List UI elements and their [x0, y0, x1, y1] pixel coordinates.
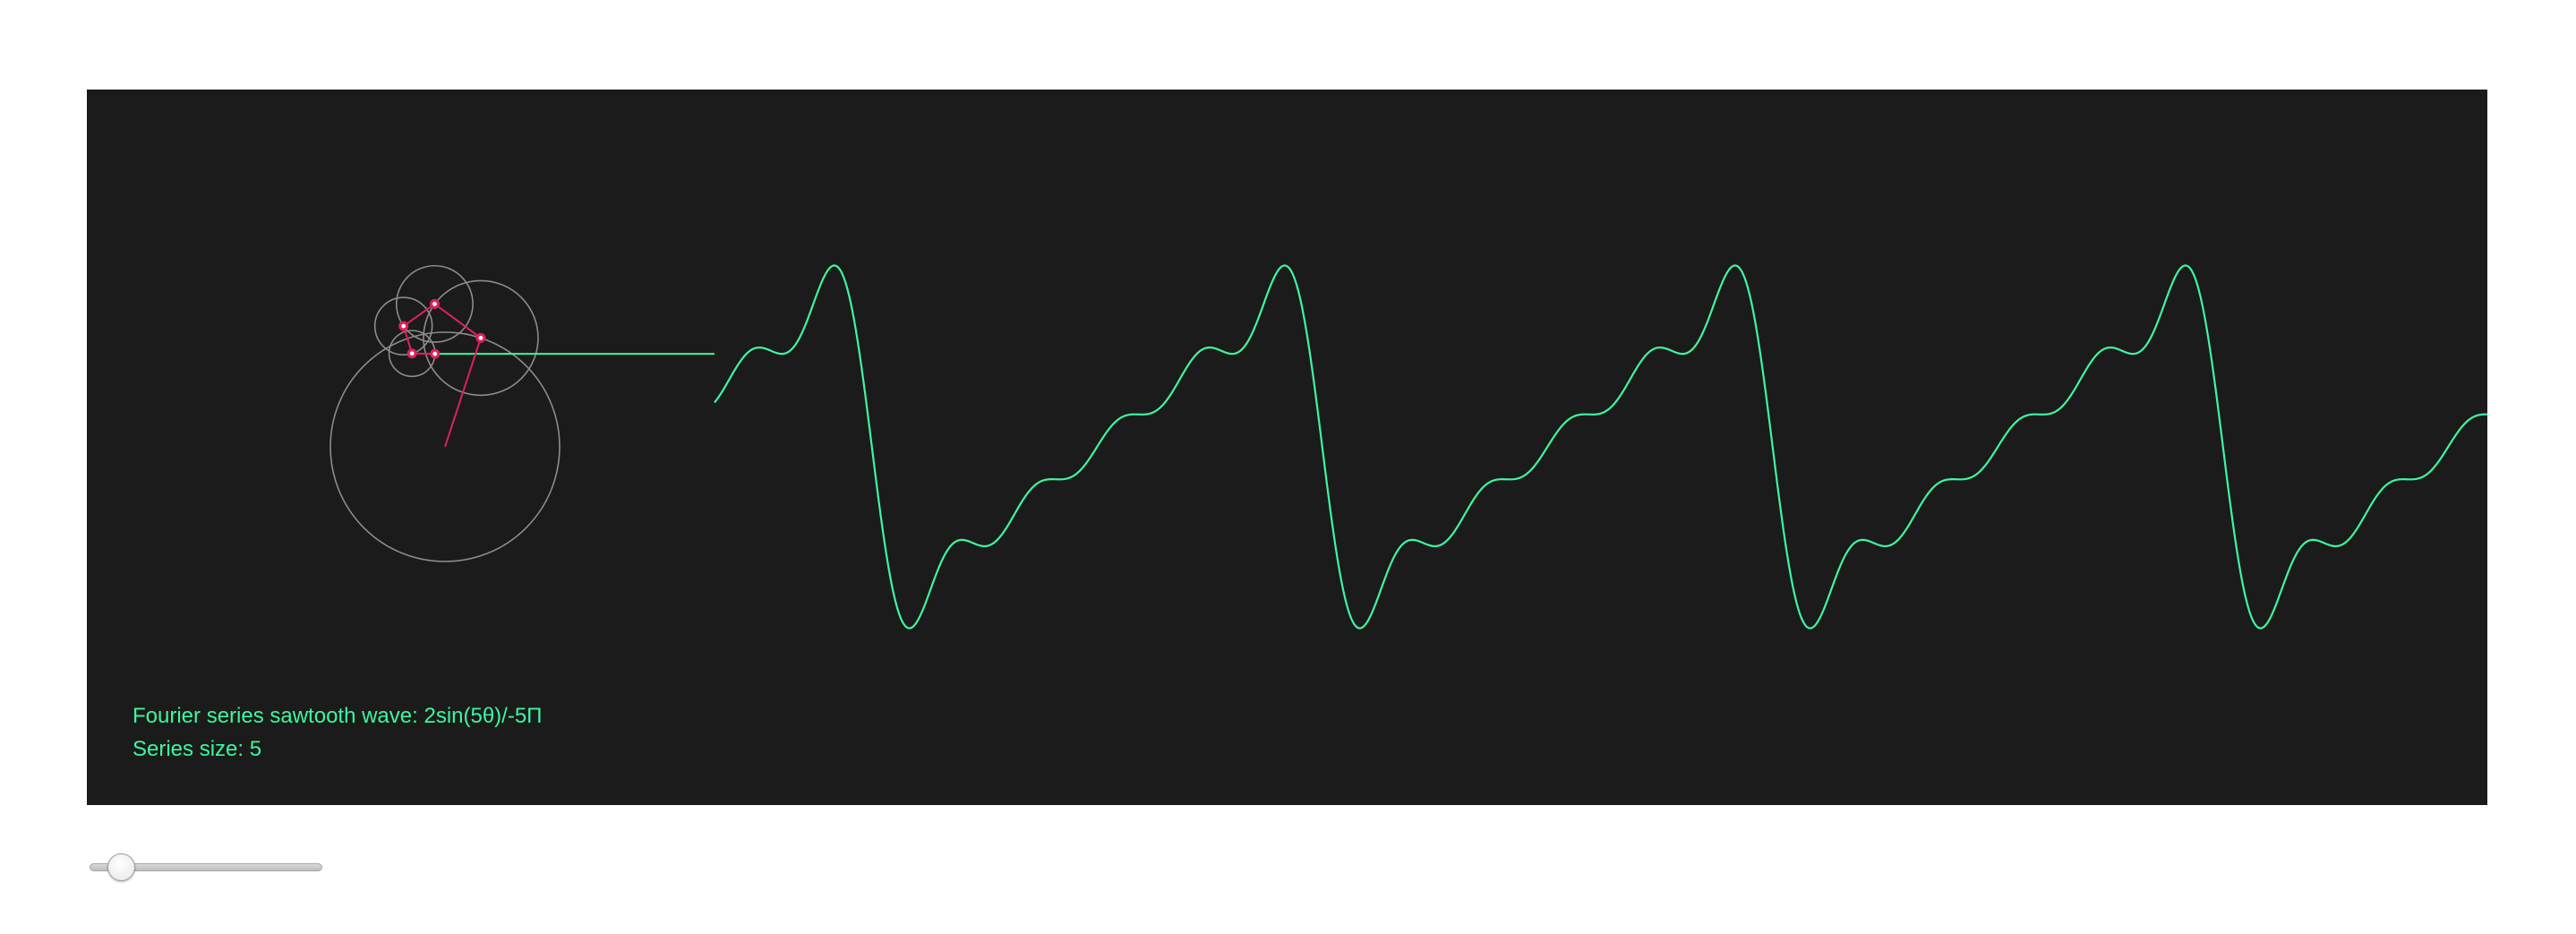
wave-trace-layer: [714, 264, 2487, 630]
series-size-label: Series size: 5: [133, 737, 262, 761]
epicycle-joints: [398, 298, 486, 359]
fourier-canvas: Fourier series sawtooth wave: 2sin(5θ)/-…: [87, 90, 2487, 805]
epicycle-circle-4: [373, 296, 433, 356]
epicycle-circle-1: [329, 331, 561, 562]
joint-dot-center-4: [409, 351, 415, 356]
epicycle-arm-1: [444, 338, 482, 448]
epicycle-arm-3: [403, 303, 436, 327]
joint-dot-center-1: [478, 336, 484, 340]
epicycle-circle-2: [423, 279, 539, 397]
epicycle-arms: [402, 303, 482, 448]
series-formula-label: Fourier series sawtooth wave: 2sin(5θ)/-…: [133, 704, 543, 728]
sawtooth-wave-trace: [714, 264, 2487, 630]
fourier-visualization: [329, 264, 2487, 630]
series-size-control: [90, 852, 322, 882]
series-size-slider[interactable]: [90, 852, 322, 882]
joint-dot-center-5: [432, 351, 438, 356]
epicycle-circle-3: [395, 264, 474, 343]
joint-dot-center-2: [432, 302, 437, 306]
epicycle-circles: [329, 264, 561, 562]
joint-dot-center-3: [401, 323, 407, 329]
epicycle-arm-2: [433, 303, 482, 339]
